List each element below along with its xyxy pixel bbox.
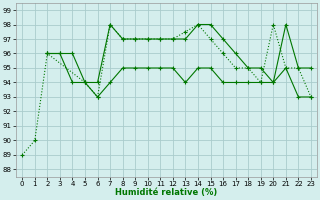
X-axis label: Humidité relative (%): Humidité relative (%) — [116, 188, 218, 197]
